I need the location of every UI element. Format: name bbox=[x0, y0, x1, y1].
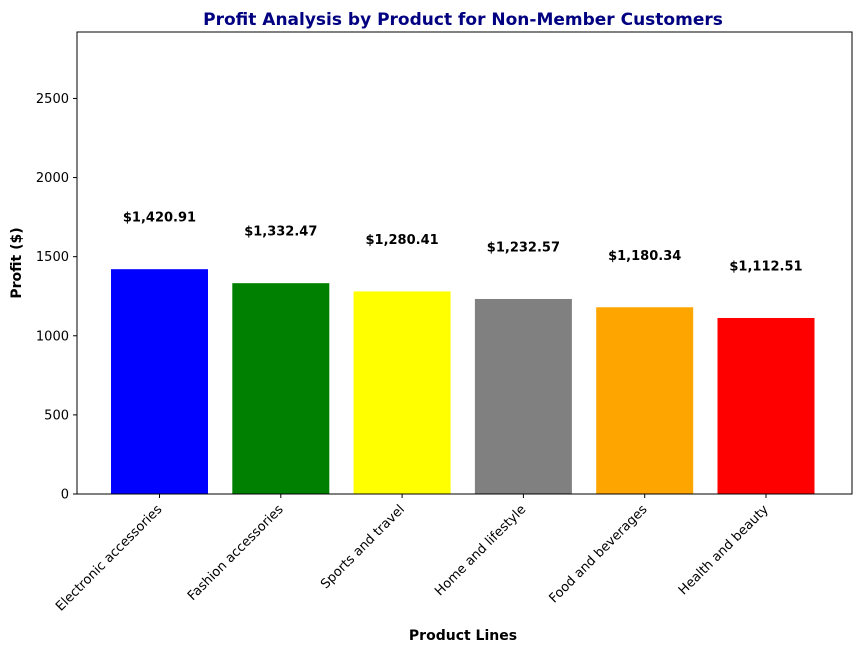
data-label: $1,420.91 bbox=[123, 211, 196, 226]
data-label: $1,280.41 bbox=[365, 233, 438, 248]
bar bbox=[232, 283, 330, 494]
plot-frame bbox=[76, 31, 853, 495]
y-tick-label: 2000 bbox=[36, 171, 69, 186]
x-axis-label: Product Lines bbox=[409, 628, 517, 644]
bar bbox=[111, 269, 208, 494]
data-label: $1,112.51 bbox=[729, 260, 802, 275]
bar bbox=[596, 307, 694, 494]
data-label: $1,332.47 bbox=[244, 225, 317, 240]
y-tick-label: 2500 bbox=[36, 92, 69, 107]
bar bbox=[717, 317, 815, 494]
bar bbox=[353, 291, 451, 494]
data-label: $1,180.34 bbox=[608, 249, 681, 264]
y-tick-label: 500 bbox=[44, 408, 69, 423]
y-tick-label: 1500 bbox=[36, 250, 69, 265]
y-tick-label: 0 bbox=[61, 488, 69, 503]
bar bbox=[474, 298, 572, 494]
y-axis-label: Profit ($) bbox=[9, 227, 25, 298]
y-tick-label: 1000 bbox=[36, 329, 69, 344]
data-label: $1,232.57 bbox=[487, 241, 560, 256]
chart-title: Profit Analysis by Product for Non-Membe… bbox=[203, 10, 723, 30]
